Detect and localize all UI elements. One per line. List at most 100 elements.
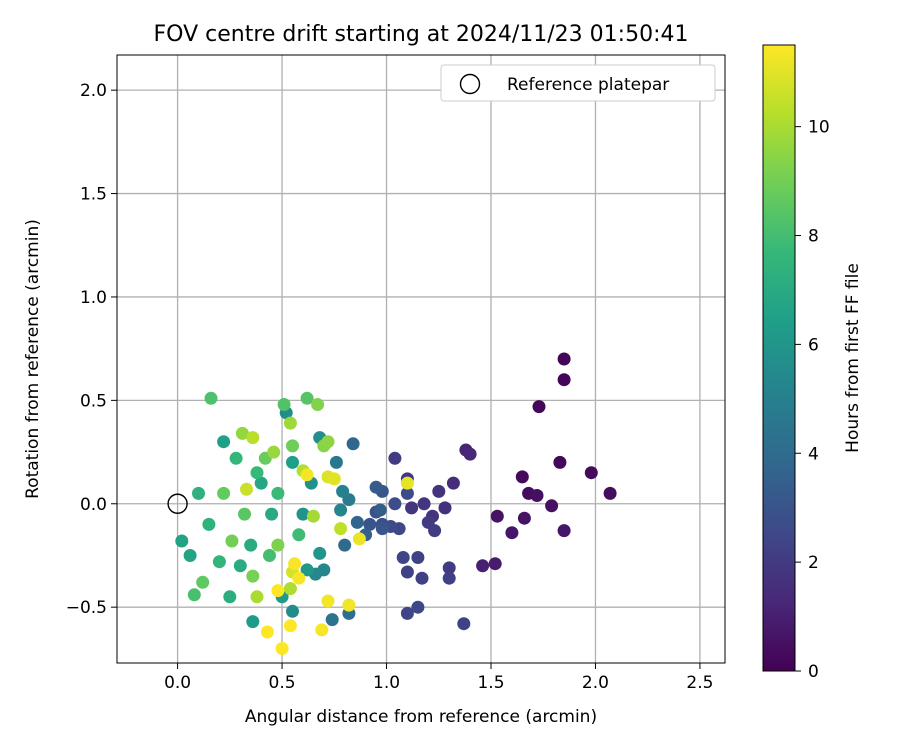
data-point — [334, 503, 348, 517]
data-point — [283, 416, 297, 430]
data-point — [432, 484, 446, 498]
data-point — [217, 435, 231, 449]
data-point — [517, 511, 531, 525]
x-tick-label: 0.5 — [269, 673, 296, 693]
colorbar-ticks: 0 2 4 6 8 10 — [795, 118, 830, 682]
data-point — [223, 590, 237, 604]
data-point — [296, 507, 310, 521]
data-point — [457, 617, 471, 631]
y-tick-label: 0.5 — [80, 391, 107, 411]
data-point — [275, 642, 289, 655]
data-point — [321, 435, 335, 449]
colorbar-tick-label: 8 — [808, 227, 819, 247]
data-point — [405, 501, 419, 515]
data-point — [246, 569, 260, 583]
data-point — [300, 391, 314, 405]
y-tick-label: 2.0 — [80, 81, 107, 101]
data-point — [267, 445, 281, 459]
data-point — [350, 515, 364, 529]
data-point — [396, 551, 410, 564]
x-tick-label: 1.0 — [373, 673, 400, 693]
data-point — [400, 486, 414, 500]
data-point — [283, 582, 297, 596]
axis-ticks: 0.0 0.5 1.0 1.5 2.0 2.5 −0.5 0.0 0.5 1.0 1.5 2.0 — [66, 81, 714, 693]
data-point — [505, 526, 519, 540]
data-point — [530, 489, 544, 502]
data-point — [271, 538, 285, 552]
data-point — [233, 559, 247, 573]
data-point — [292, 571, 306, 585]
data-point — [342, 598, 356, 612]
data-point — [400, 476, 414, 490]
data-point — [327, 472, 341, 486]
data-point — [306, 509, 320, 523]
colorbar: 0 2 4 6 8 10 Hours from first FF file — [762, 44, 863, 682]
data-point — [292, 528, 306, 542]
x-tick-label: 2.0 — [582, 673, 609, 693]
data-point — [183, 549, 197, 562]
data-point — [313, 546, 327, 560]
data-point — [442, 571, 456, 585]
chart-title: FOV centre drift starting at 2024/11/23 … — [154, 22, 689, 47]
data-point — [212, 555, 226, 569]
data-point — [338, 538, 352, 552]
data-point — [254, 476, 268, 490]
data-point — [388, 451, 402, 465]
data-point — [300, 468, 314, 482]
colorbar-tick-label: 6 — [808, 335, 819, 355]
reference-marker-layer — [167, 493, 188, 514]
data-point — [417, 497, 431, 511]
data-point — [329, 455, 343, 469]
data-point — [545, 499, 559, 513]
data-point — [229, 451, 243, 465]
data-point — [238, 507, 251, 521]
x-tick-label: 2.5 — [686, 673, 713, 693]
data-point — [515, 470, 529, 484]
data-point — [375, 522, 389, 536]
y-tick-label: −0.5 — [66, 598, 107, 618]
data-point — [250, 590, 264, 604]
data-point — [553, 455, 567, 469]
data-point — [532, 400, 546, 414]
data-point — [250, 466, 264, 480]
data-point — [325, 613, 339, 627]
y-tick-label: 0.0 — [80, 495, 107, 515]
legend-box — [440, 64, 716, 102]
data-point — [286, 455, 299, 469]
grid — [117, 55, 725, 663]
data-point — [603, 486, 617, 500]
colorbar-tick-label: 0 — [808, 662, 819, 682]
data-point — [271, 486, 285, 500]
data-point — [411, 551, 425, 564]
data-point — [217, 486, 231, 500]
data-point — [373, 503, 387, 517]
data-point — [286, 604, 299, 618]
data-point — [175, 534, 189, 548]
data-point — [277, 398, 291, 411]
data-point — [388, 497, 402, 511]
data-point — [428, 524, 442, 538]
data-point — [204, 391, 218, 405]
legend-reference-marker — [459, 73, 481, 95]
data-point — [476, 559, 490, 573]
data-point — [192, 486, 205, 500]
data-point — [271, 584, 285, 598]
y-axis-label: Rotation from reference (arcmin) — [23, 219, 43, 499]
colorbar-gradient — [763, 45, 795, 671]
data-point — [442, 561, 456, 575]
data-point — [400, 565, 414, 579]
colorbar-label: Hours from first FF file — [843, 263, 863, 453]
colorbar-tick-label: 10 — [808, 118, 830, 138]
data-point — [187, 588, 201, 602]
data-point — [557, 352, 571, 366]
data-point — [244, 538, 258, 552]
data-point — [265, 507, 279, 521]
data-point — [321, 594, 335, 608]
data-point — [286, 439, 299, 453]
data-point — [288, 557, 302, 571]
y-tick-label: 1.5 — [80, 185, 107, 205]
data-point — [346, 437, 360, 451]
data-point — [584, 466, 598, 480]
